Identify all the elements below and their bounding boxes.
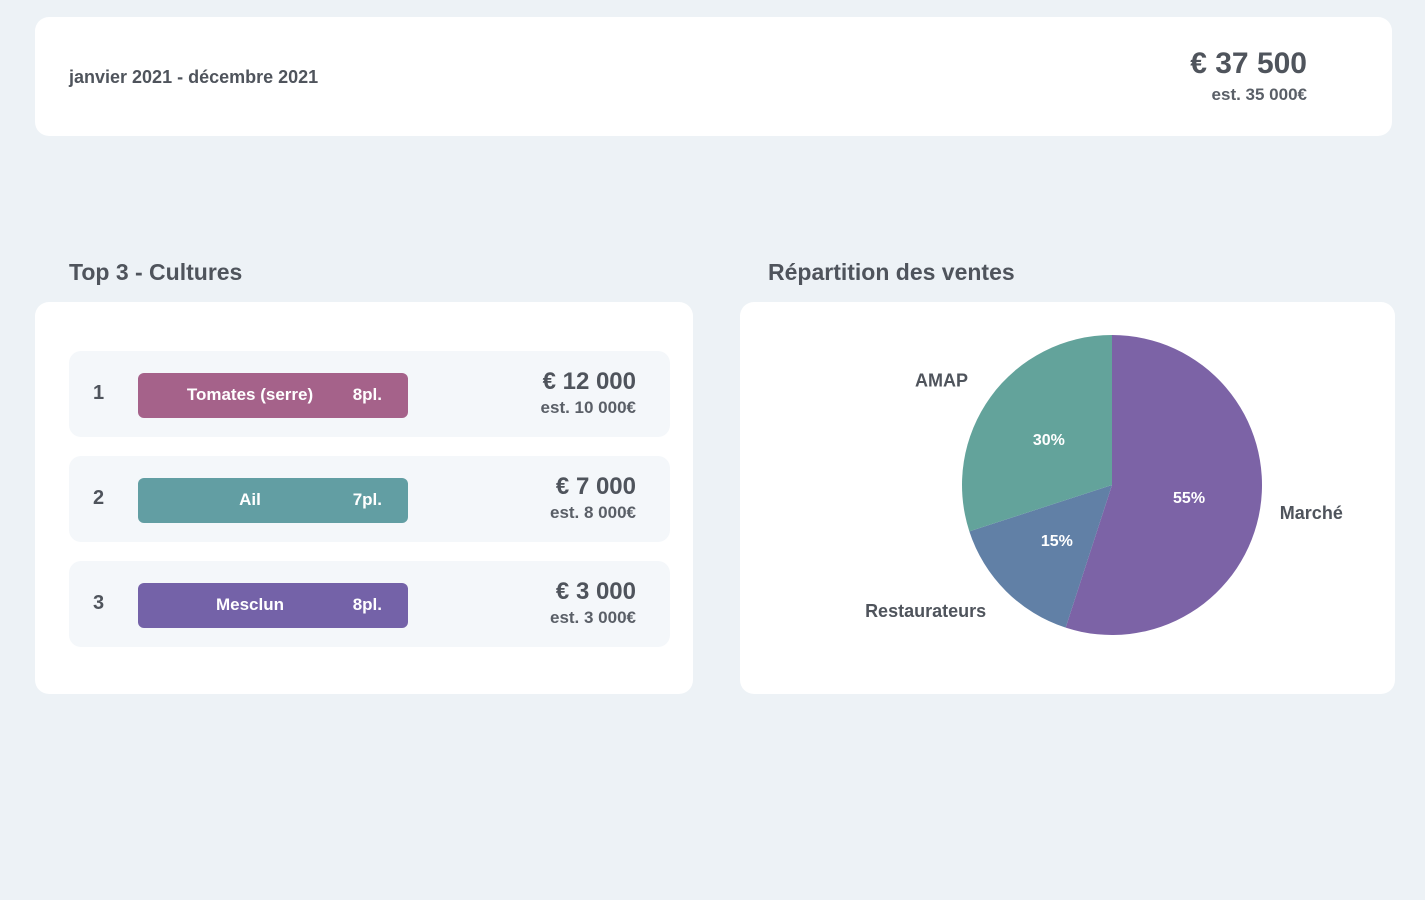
crop-value: € 3 000 bbox=[555, 578, 636, 605]
crop-row-2[interactable]: 2 Ail 7pl. € 7 000 est. 8 000€ bbox=[69, 456, 670, 542]
crop-name: Tomates (serre) bbox=[186, 385, 314, 404]
crop-amount: € 12 000 est. 10 000€ bbox=[541, 368, 636, 418]
period-label: janvier 2021 - décembre 2021 bbox=[69, 67, 319, 87]
crop-name: Ail bbox=[239, 490, 261, 509]
crop-rank: 2 bbox=[93, 487, 105, 509]
pie-slice-marche[interactable] bbox=[1065, 335, 1262, 635]
crop-rank: 3 bbox=[93, 592, 105, 614]
crop-amount: € 3 000 est. 3 000€ bbox=[550, 578, 636, 628]
crop-pill[interactable]: Tomates (serre) 8pl. bbox=[138, 373, 408, 418]
pie-slice-restaurateurs[interactable] bbox=[969, 485, 1112, 628]
pie-slice-amap[interactable] bbox=[962, 335, 1112, 532]
pie-category-label: Restaurateurs bbox=[865, 601, 986, 621]
crop-amount: € 7 000 est. 8 000€ bbox=[550, 473, 636, 523]
crop-plots: 8pl. bbox=[352, 595, 382, 614]
summary-card: janvier 2021 - décembre 2021 € 37 500 es… bbox=[35, 17, 1392, 136]
sales-pie-chart: 55% Marché 15% Restaurateurs 30% AMAP bbox=[865, 335, 1343, 635]
total-estimate: est. 35 000€ bbox=[1211, 85, 1307, 104]
total-value: € 37 500 bbox=[1190, 47, 1307, 80]
crop-estimate: est. 10 000€ bbox=[540, 398, 636, 417]
pie-category-label: Marché bbox=[1280, 503, 1343, 523]
crop-value: € 7 000 bbox=[555, 473, 636, 500]
pie-value-label: 30% bbox=[1033, 432, 1065, 449]
top-crops-title: Top 3 - Cultures bbox=[69, 259, 243, 285]
crop-row-3[interactable]: 3 Mesclun 8pl. € 3 000 est. 3 000€ bbox=[69, 561, 670, 647]
crop-estimate: est. 8 000€ bbox=[549, 503, 636, 522]
crop-estimate: est. 3 000€ bbox=[549, 608, 636, 627]
crop-pill[interactable]: Ail 7pl. bbox=[138, 478, 408, 523]
pie-value-label: 55% bbox=[1173, 490, 1205, 507]
crop-plots: 8pl. bbox=[352, 385, 382, 404]
top-crops-card: 1 Tomates (serre) 8pl. € 12 000 est. 10 … bbox=[35, 302, 693, 694]
sales-title: Répartition des ventes bbox=[768, 259, 1015, 285]
crop-value: € 12 000 bbox=[542, 368, 636, 395]
crop-pill[interactable]: Mesclun 8pl. bbox=[138, 583, 408, 628]
sales-card: 55% Marché 15% Restaurateurs 30% AMAP bbox=[740, 302, 1395, 694]
pie-category-label: AMAP bbox=[915, 370, 968, 390]
crop-name: Mesclun bbox=[215, 595, 285, 614]
pie-value-label: 15% bbox=[1041, 533, 1073, 550]
crop-row-1[interactable]: 1 Tomates (serre) 8pl. € 12 000 est. 10 … bbox=[69, 351, 670, 437]
crop-plots: 7pl. bbox=[352, 490, 382, 509]
crop-rank: 1 bbox=[93, 382, 105, 404]
total-revenue: € 37 500 est. 35 000€ bbox=[1190, 47, 1307, 105]
